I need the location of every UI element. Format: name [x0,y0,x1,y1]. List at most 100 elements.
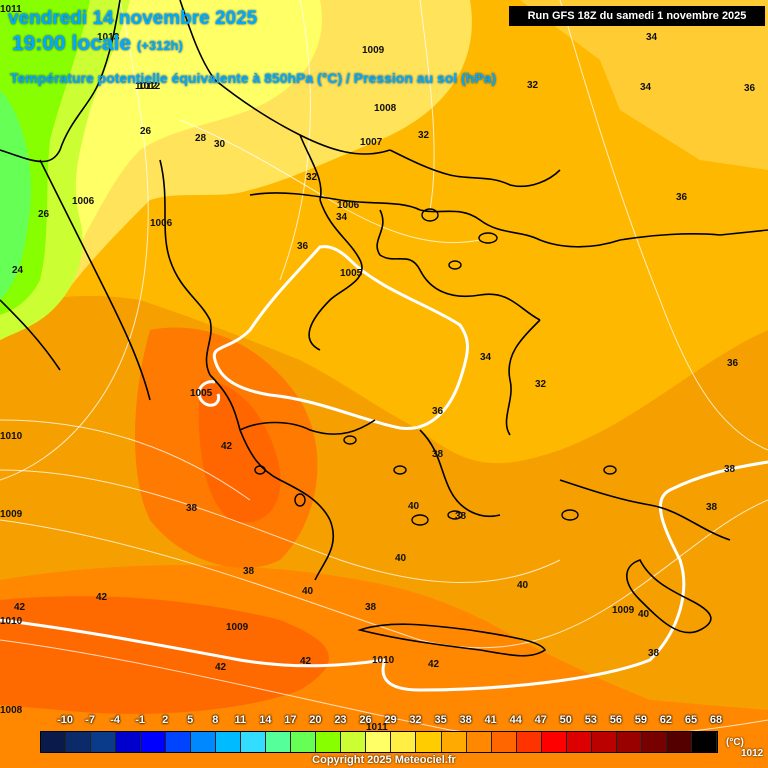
legend-value: 26 [359,714,372,726]
pressure-label: 1006 [72,196,95,207]
legend-swatch [491,732,517,752]
temp-label: 36 [727,358,739,369]
temp-label: 40 [517,580,529,591]
copyright: Copyright 2025 Meteociel.fr [312,754,456,766]
temp-label: 34 [480,352,492,363]
temp-label: 38 [455,511,467,522]
legend-value: -1 [135,714,146,726]
temp-label: 36 [744,83,756,94]
legend-value: 68 [709,714,723,726]
temp-label: 42 [300,656,312,667]
legend-swatch [116,732,142,752]
pressure-label: 1013 [97,32,120,43]
pressure-label: 1010 [0,616,23,627]
legend-value: 65 [684,714,698,726]
temp-label: 42 [428,659,440,670]
temp-label: 34 [640,82,652,93]
legend-value: 35 [434,714,447,726]
legend-swatch [441,732,467,752]
temp-label: 34 [646,32,658,43]
temp-label: 38 [706,502,718,513]
pressure-label: 1009 [362,45,385,56]
legend-swatch [91,732,117,752]
legend-value: 29 [384,714,397,726]
temp-label: 32 [418,130,430,141]
legend-value: 8 [212,714,219,726]
forecast-date: vendredi 14 novembre 2025 [8,8,258,29]
legend-swatch [466,732,492,752]
legend-swatch [241,732,267,752]
legend-labels: -10 -7 -4 -1 2 5 8 11 14 17 20 23 26 29 32 35 38 41 44 47 50… [40,714,723,728]
temp-label: 36 [676,192,688,203]
legend-extra-label: 1012 [741,748,764,759]
temperature-labels: 34 34 36 26 28 30 32 32 26 34 36 24 36 3… [12,32,756,673]
legend-swatch [616,732,642,752]
legend-swatch [416,732,442,752]
legend-swatch [216,732,242,752]
temp-label: 32 [527,80,539,91]
temp-label: 38 [186,503,198,514]
pressure-label: 1012 [135,81,158,92]
temp-label: 42 [96,592,108,603]
legend-swatch [666,732,692,752]
legend-swatch [391,732,417,752]
legend-swatch [66,732,92,752]
legend-swatch [516,732,542,752]
forecast-time-text: 19:00 locale [12,32,132,55]
temp-label: 40 [408,501,420,512]
temp-label: 32 [306,172,318,183]
temp-label: 36 [432,406,444,417]
legend-value: 53 [584,714,597,726]
temp-label: 24 [12,265,24,276]
temp-label: 26 [38,209,50,220]
pressure-label: 1007 [360,137,383,148]
legend-value: 11 [234,714,247,726]
forecast-time: 19:00 locale (+312h) [12,32,183,56]
legend-swatch [41,732,67,752]
legend-value: 2 [162,714,169,726]
legend-swatch [691,732,717,752]
pressure-label: 1006 [150,218,173,229]
legend-value: 44 [509,714,522,726]
legend-value: 14 [259,714,272,726]
pressure-labels: 1009 1008 1007 1006 1006 1006 1005 1005 … [0,4,635,733]
temp-label: 40 [638,609,650,620]
pressure-label: 1010 [0,431,23,442]
pressure-label: 1009 [226,622,249,633]
legend-value: -7 [85,714,95,726]
legend-swatch [316,732,342,752]
temp-label: 42 [215,662,227,673]
temp-label: 38 [432,449,444,460]
legend-swatch [191,732,217,752]
legend-value: 59 [634,714,647,726]
temp-label: 38 [365,602,377,613]
legend-swatch [141,732,167,752]
legend-value: 47 [534,714,547,726]
temp-label: 42 [221,441,233,452]
pressure-label: 1011 [0,4,22,15]
legend-swatch [266,732,292,752]
temp-label: 40 [395,553,407,564]
pressure-label: 1011 [366,722,388,733]
temp-label: 40 [302,586,314,597]
legend-value: -10 [57,714,73,726]
legend-swatch [566,732,592,752]
temp-label: 38 [648,648,660,659]
legend-swatch [541,732,567,752]
legend-unit: (°C) [726,737,744,748]
pressure-label: 1010 [372,655,395,666]
pressure-label: 1008 [374,103,397,114]
legend-value: 32 [409,714,422,726]
legend-swatch [166,732,192,752]
lead-time: (+312h) [136,38,183,53]
legend-swatch [291,732,317,752]
legend-value: 50 [559,714,572,726]
legend-swatch [366,732,392,752]
pressure-label: 1005 [340,268,363,279]
legend-value: 38 [459,714,472,726]
legend-value: 20 [309,714,322,726]
pressure-label: 1009 [612,605,635,616]
legend-value: 23 [334,714,347,726]
pressure-label: 1012 [138,81,161,92]
pressure-label: 1006 [337,200,360,211]
